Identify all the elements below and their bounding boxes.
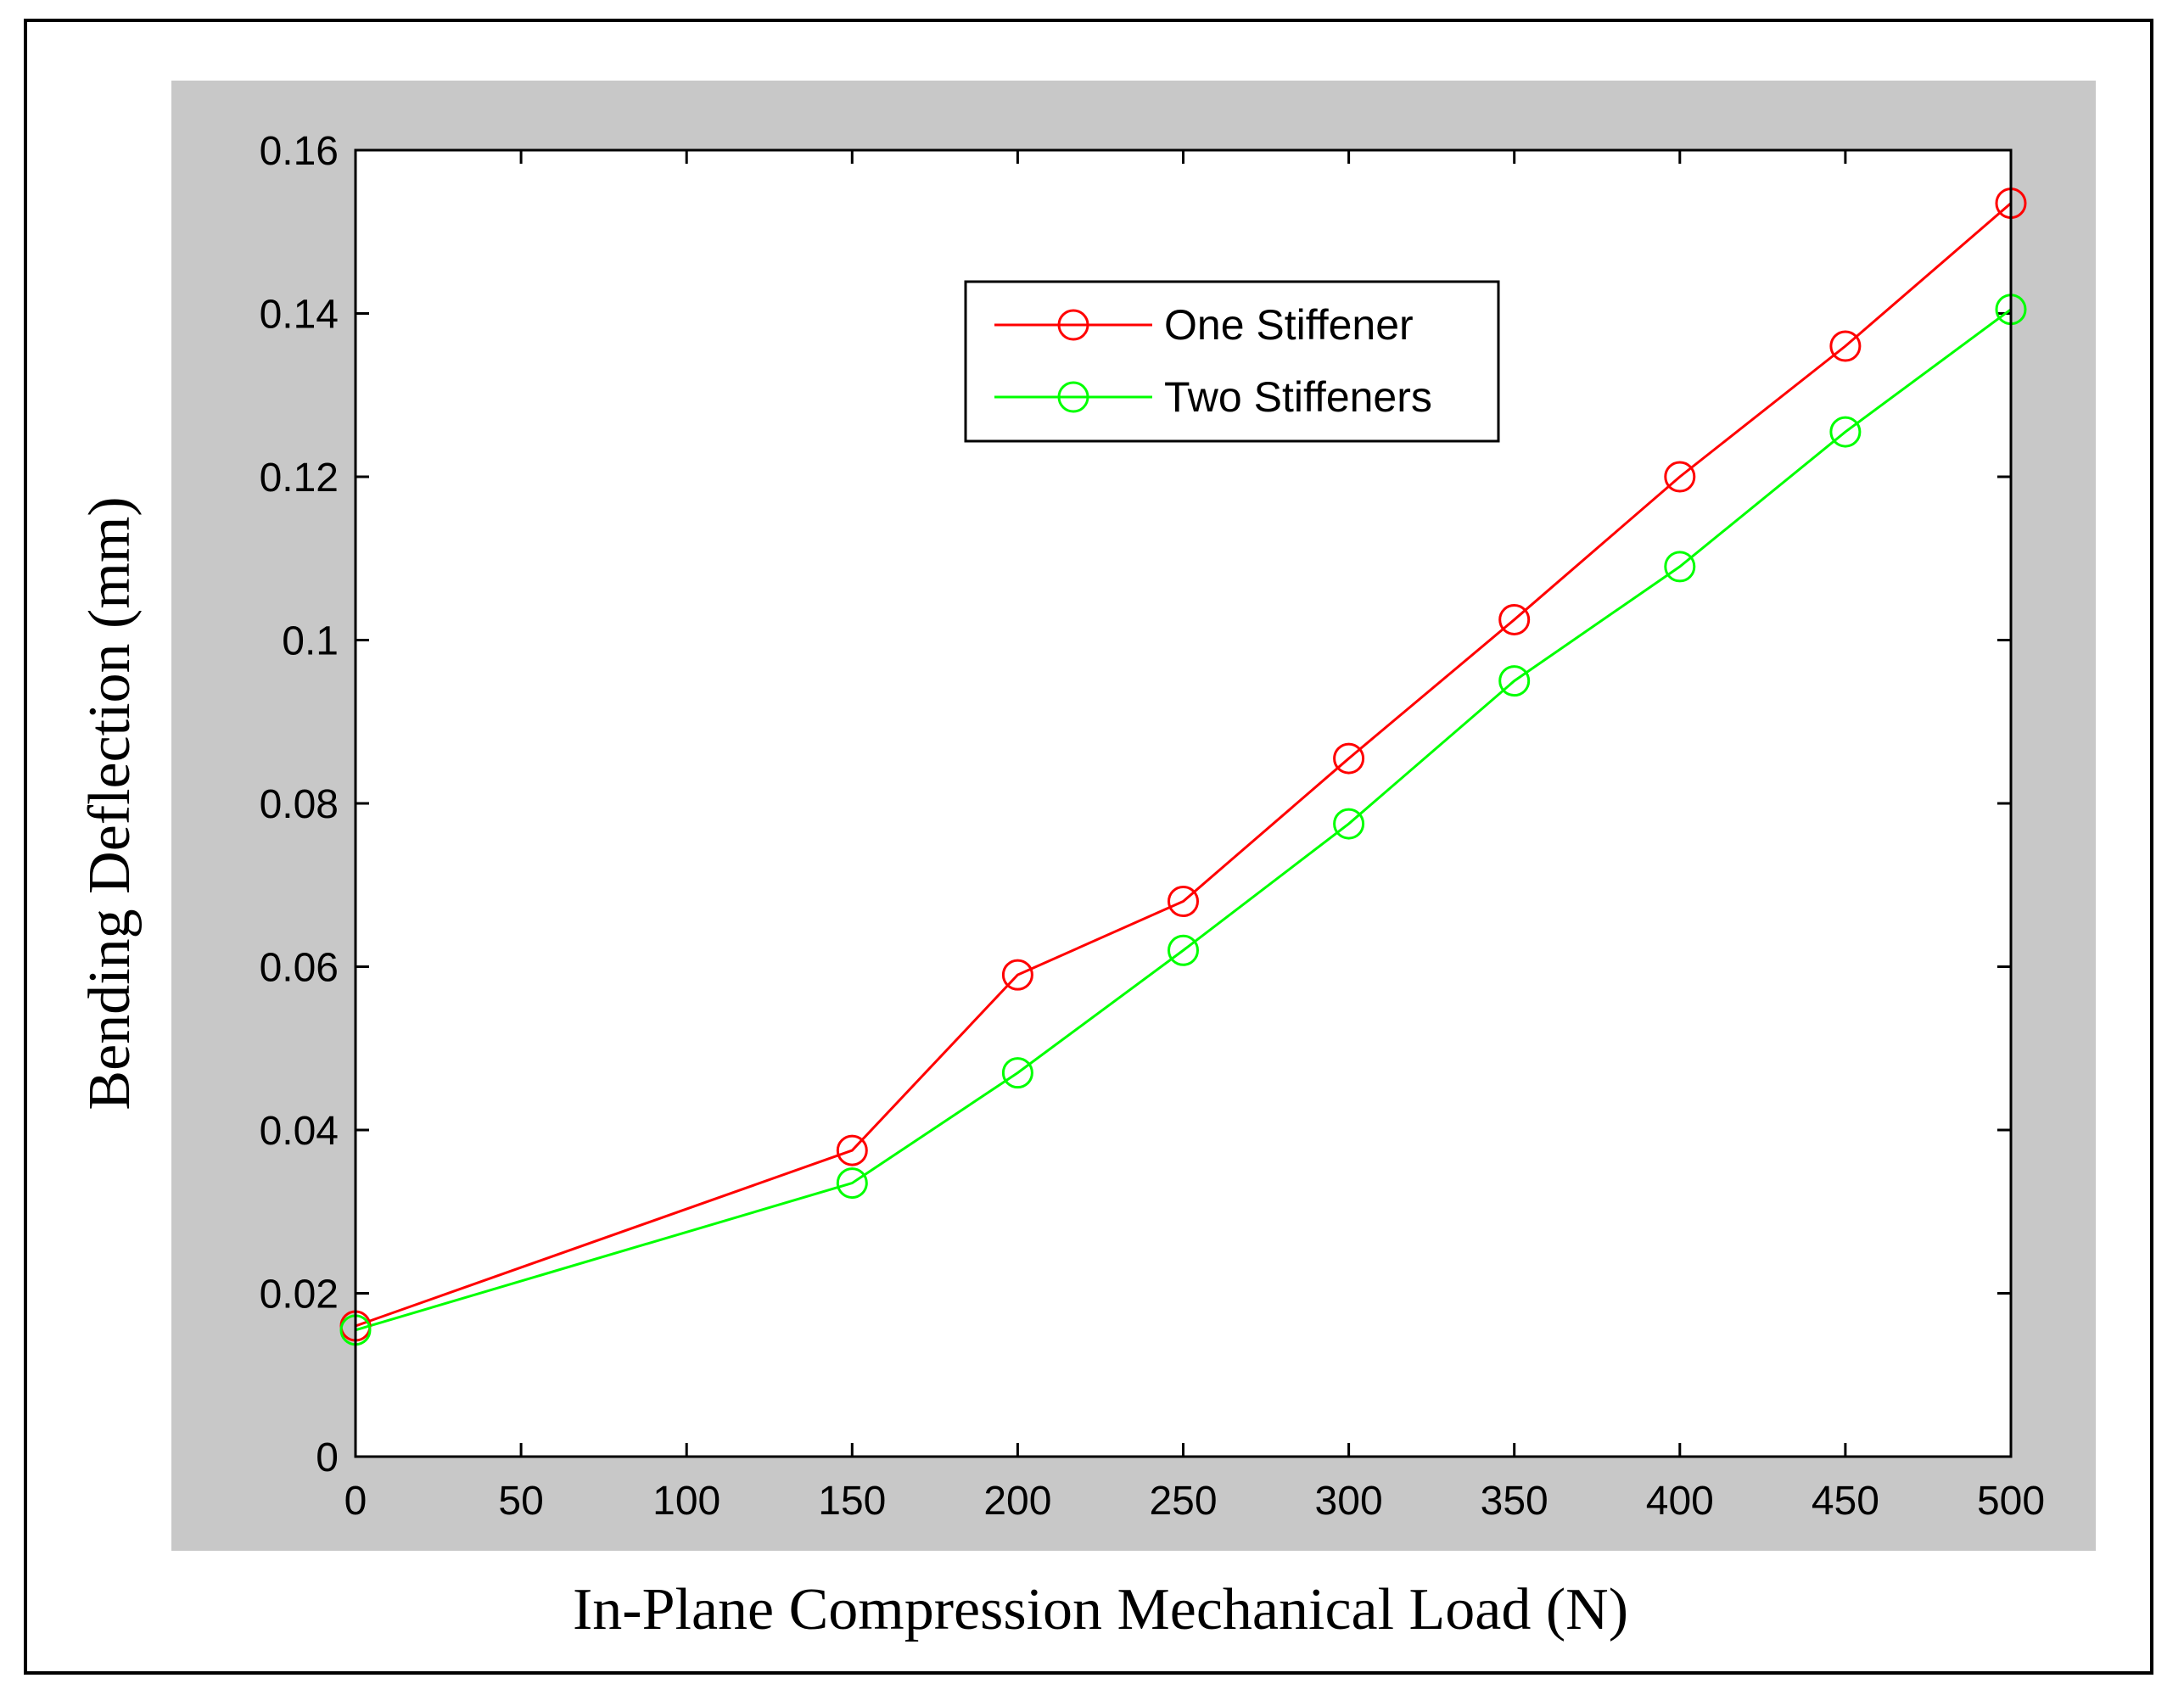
legend-marker-one-stiffener [1057,309,1089,341]
y-axis-title: Bending Deflection (mm) [77,496,143,1110]
x-tick-label: 200 [983,1479,1051,1524]
data-point-one-stiffener [1001,959,1033,991]
y-tick-label: 0.16 [260,129,339,174]
y-tick-label: 0.06 [260,946,339,991]
x-tick-label: 250 [1149,1479,1217,1524]
data-point-two-stiffeners [1001,1057,1033,1089]
data-point-one-stiffener [1829,330,1862,362]
data-point-two-stiffeners [836,1167,868,1200]
series-layer [339,187,2027,1346]
data-point-one-stiffener [836,1134,868,1166]
data-point-one-stiffener [1498,603,1531,635]
plot-box [354,148,2013,1458]
x-tick-label: 50 [498,1479,543,1524]
data-point-one-stiffener [1333,742,1365,775]
y-axis-tick-labels: 0 0.02 0.04 0.06 0.08 0.1 0.12 0.14 0.16 [260,129,339,1480]
legend-marker-two-stiffeners [1057,381,1089,413]
data-point-two-stiffeners [1664,551,1696,583]
x-tick-label: 0 [344,1479,367,1524]
legend: One Stiffener Two Stiffeners [964,280,1500,443]
legend-label-two-stiffeners: Two Stiffeners [1164,373,1432,421]
legend-label-one-stiffener: One Stiffener [1164,301,1414,349]
data-point-two-stiffeners [1829,416,1862,448]
data-point-one-stiffener [1664,461,1696,493]
data-point-one-stiffener [1168,886,1199,917]
x-tick-label: 400 [1646,1479,1714,1524]
y-tick-label: 0.14 [260,293,339,338]
x-tick-label: 300 [1315,1479,1383,1524]
y-tick-label: 0.02 [260,1273,339,1317]
x-tick-label: 350 [1481,1479,1548,1524]
legend-box [964,280,1500,443]
data-point-two-stiffeners [1333,808,1365,840]
series-line-two-stiffeners [355,308,2012,1332]
y-tick-label: 0 [316,1435,339,1480]
y-tick-label: 0.08 [260,782,339,827]
y-tick-label: 0.12 [260,456,339,501]
y-tick-label: 0.04 [260,1109,339,1154]
x-tick-label: 100 [652,1479,720,1524]
x-tick-label: 500 [1977,1479,2045,1524]
x-axis-tick-labels: 0 50 100 150 200 250 300 350 400 450 500 [344,1479,2045,1524]
x-tick-label: 150 [818,1479,886,1524]
y-tick-label: 0.1 [282,619,339,664]
data-point-two-stiffeners [1168,934,1199,966]
series-line-one-stiffener [355,202,2012,1328]
x-axis-title: In-Plane Compression Mechanical Load (N) [573,1577,1628,1642]
x-tick-label: 450 [1812,1479,1879,1524]
data-point-two-stiffeners [1498,665,1531,697]
